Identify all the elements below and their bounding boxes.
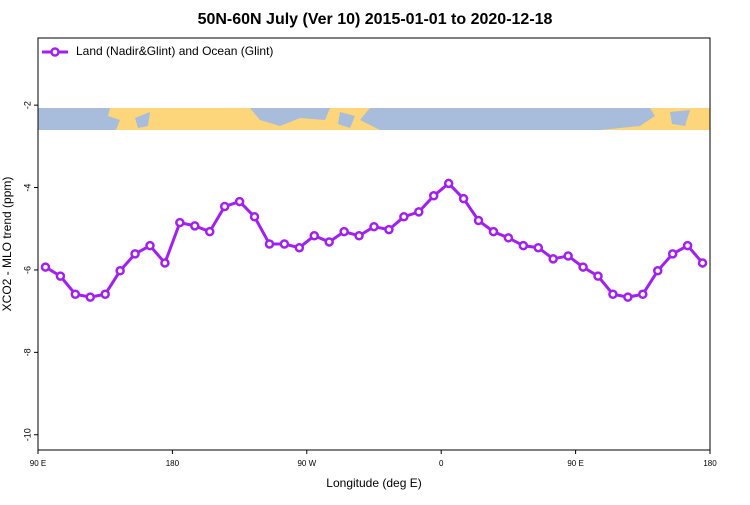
y-tick-label: -4 — [22, 184, 32, 192]
point — [369, 221, 379, 232]
point — [697, 258, 708, 268]
point — [234, 196, 245, 207]
point — [100, 289, 110, 300]
point — [204, 226, 215, 237]
point — [55, 271, 66, 281]
point — [264, 239, 275, 249]
point — [473, 215, 484, 226]
point — [115, 266, 125, 276]
legend-marker — [50, 47, 60, 57]
x-tick-label: 90 E — [567, 459, 583, 468]
x-tick-label: 0 — [439, 459, 444, 468]
point — [428, 191, 439, 201]
point — [70, 289, 81, 300]
point — [638, 289, 648, 300]
x-tick-label: 180 — [703, 459, 717, 468]
point — [40, 262, 51, 272]
point — [533, 242, 544, 253]
x-tick-label: 90 E — [30, 459, 46, 468]
x-tick-label: 180 — [166, 459, 180, 468]
point — [563, 251, 573, 261]
point — [384, 224, 394, 235]
y-axis-label: XCO2 - MLO trend (ppm) — [0, 177, 14, 312]
chart-title: 50N-60N July (Ver 10) 2015-01-01 to 2020… — [198, 11, 553, 28]
point — [249, 212, 260, 222]
point — [488, 226, 499, 237]
point — [309, 231, 320, 241]
point — [443, 178, 454, 189]
y-tick-label: -10 — [22, 428, 32, 441]
point — [354, 231, 364, 241]
point — [339, 226, 349, 237]
point — [503, 233, 514, 243]
point — [294, 242, 305, 253]
point — [219, 201, 230, 212]
point — [175, 217, 185, 228]
point — [399, 212, 409, 222]
point — [85, 292, 96, 302]
point — [623, 292, 633, 302]
point — [608, 289, 618, 300]
point — [279, 239, 290, 249]
point — [578, 262, 588, 272]
series-line — [44, 181, 704, 299]
point — [682, 240, 693, 251]
legend-label: Land (Nadir&Glint) and Ocean (Glint) — [76, 44, 273, 58]
y-tick-label: -8 — [22, 348, 32, 356]
point — [145, 240, 155, 251]
x-axis-label: Longitude (deg E) — [326, 476, 421, 490]
point — [548, 254, 558, 264]
point — [667, 249, 678, 259]
point — [458, 193, 469, 204]
x-tick-label: 90 W — [297, 459, 316, 468]
point — [324, 237, 334, 247]
point — [414, 207, 424, 217]
point — [130, 249, 140, 259]
point — [652, 266, 663, 276]
plot-frame — [37, 37, 711, 451]
point — [593, 271, 603, 281]
point — [190, 221, 200, 231]
y-tick-label: -2 — [22, 101, 32, 109]
point — [160, 258, 170, 268]
point — [518, 240, 529, 251]
y-tick-label: -6 — [22, 266, 32, 274]
map-strip — [38, 108, 710, 130]
